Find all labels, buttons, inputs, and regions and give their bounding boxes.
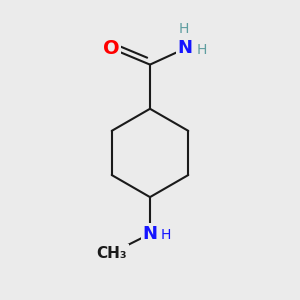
Text: H: H — [161, 228, 171, 242]
Text: N: N — [142, 225, 158, 243]
Text: O: O — [103, 39, 119, 58]
Text: H: H — [179, 22, 189, 36]
Text: N: N — [178, 39, 193, 57]
Text: CH₃: CH₃ — [96, 246, 127, 261]
Text: H: H — [196, 43, 207, 57]
